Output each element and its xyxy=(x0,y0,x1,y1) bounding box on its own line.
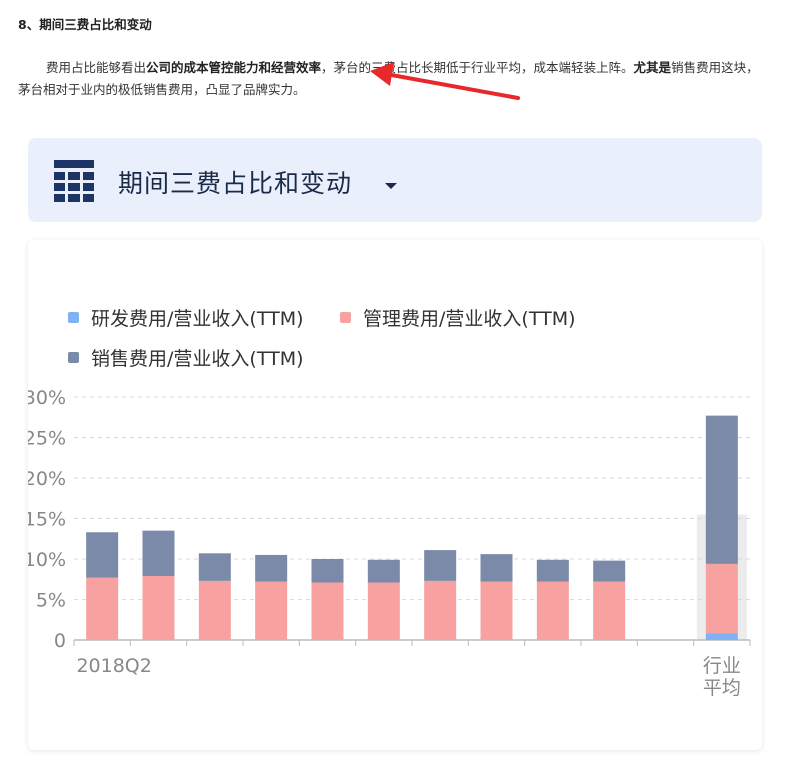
bar-segment-admin xyxy=(367,582,400,640)
y-tick-label: 10% xyxy=(28,549,66,571)
bar-segment-sales xyxy=(480,554,513,582)
bar-segment-rd xyxy=(705,633,738,640)
bar-segment-sales xyxy=(705,415,738,564)
bar-segment-admin xyxy=(593,581,626,640)
bold-phrase-2: 尤其是 xyxy=(633,60,672,75)
bar-segment-admin xyxy=(705,563,738,634)
legend-item-rd[interactable]: 研发费用/营业收入(TTM) xyxy=(68,304,304,331)
bar-segment-admin xyxy=(198,580,231,640)
bar-segment-admin xyxy=(536,581,569,640)
chart-card: 研发费用/营业收入(TTM) 管理费用/营业收入(TTM) 销售费用/营业收入(… xyxy=(28,240,762,750)
panel-header[interactable]: 期间三费占比和变动 xyxy=(28,138,762,222)
x-tick-label: 平均 xyxy=(703,677,741,699)
bar-segment-admin xyxy=(480,581,513,640)
legend-swatch-sales xyxy=(68,352,79,363)
bar-segment-sales xyxy=(255,554,288,582)
bar-segment-sales xyxy=(311,559,344,583)
caret-down-icon[interactable] xyxy=(385,183,397,189)
y-tick-label: 5% xyxy=(36,590,66,612)
article-paragraph: 费用占比能够看出公司的成本管控能力和经营效率，茅台的三费占比长期低于行业平均，成… xyxy=(18,60,759,97)
panel-title: 期间三费占比和变动 xyxy=(118,169,353,198)
x-tick-label: 2018Q2 xyxy=(76,655,151,677)
section-heading: 8、期间三费占比和变动 xyxy=(18,17,152,32)
legend-swatch-rd xyxy=(68,312,79,323)
table-grid-icon xyxy=(54,160,94,202)
y-tick-label: 25% xyxy=(28,428,66,450)
x-tick-label: 行业 xyxy=(703,655,741,677)
bar-segment-admin xyxy=(255,581,288,640)
stacked-bar-chart: 0 5% 10% 15% 20% 25% 30% 2018Q2 行业平均 xyxy=(28,387,751,699)
bar-segment-admin xyxy=(142,576,175,640)
y-tick-label: 20% xyxy=(28,468,66,490)
bar-segment-admin xyxy=(311,582,344,640)
bar-segment-sales xyxy=(536,559,569,582)
y-tick-label: 15% xyxy=(28,509,66,531)
bold-phrase: 公司的成本管控能力和经营效率 xyxy=(146,60,322,75)
y-tick-label: 0 xyxy=(54,630,66,652)
legend-swatch-admin xyxy=(340,312,351,323)
y-tick-label: 30% xyxy=(28,387,66,409)
legend-item-admin[interactable]: 管理费用/营业收入(TTM) xyxy=(340,304,576,331)
bar-segment-sales xyxy=(593,560,626,582)
bar-segment-sales xyxy=(142,530,175,577)
bar-segment-sales xyxy=(424,550,457,581)
bar-segment-sales xyxy=(86,532,119,578)
bar-segment-admin xyxy=(424,580,457,640)
bar-segment-admin xyxy=(86,577,119,640)
bar-segment-sales xyxy=(367,559,400,583)
legend-item-sales[interactable]: 销售费用/营业收入(TTM) xyxy=(68,344,304,371)
bar-segment-sales xyxy=(198,553,231,581)
